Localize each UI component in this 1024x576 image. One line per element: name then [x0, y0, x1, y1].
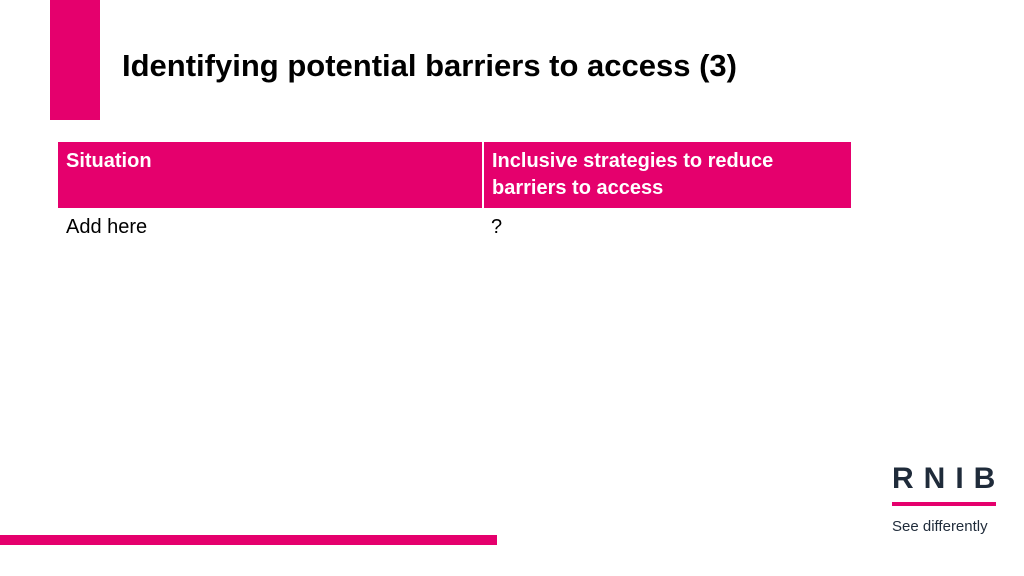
logo-name: RNIB [892, 462, 1006, 495]
bottom-bar [0, 535, 497, 545]
logo-line [892, 502, 996, 506]
accent-bar [50, 0, 100, 120]
row: Add here ? [58, 208, 851, 247]
header-cell: Inclusive strategies to reduce barriers … [482, 142, 851, 208]
cell: ? [491, 216, 503, 238]
logo: RNIB See differently [892, 462, 1002, 535]
table: Situation Inclusive strategies to reduce… [58, 142, 851, 247]
title: Identifying potential barriers to access… [122, 48, 737, 83]
logo-tagline: See differently [892, 518, 988, 535]
cell: Add here [66, 216, 148, 238]
header-cell: Situation [58, 142, 483, 208]
header-row: Situation Inclusive strategies to reduce… [58, 142, 851, 208]
